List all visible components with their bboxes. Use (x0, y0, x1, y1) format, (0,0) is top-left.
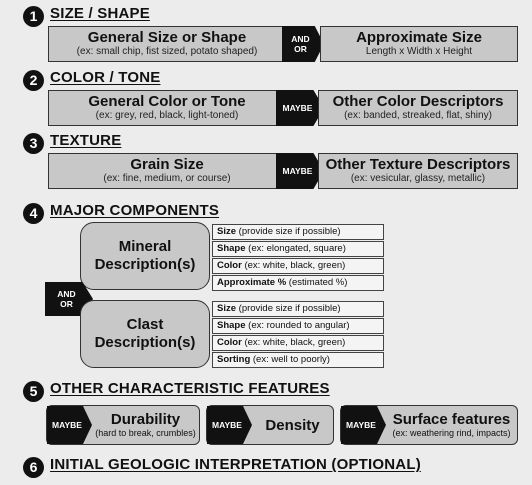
step-number-2: 2 (23, 70, 44, 91)
surface-features-box: MAYBE Surface features (ex: weathering r… (340, 405, 518, 445)
maybe-tag-surface-features: MAYBE (341, 406, 386, 444)
or-label: OR (294, 44, 307, 54)
section-heading-other-features: OTHER CHARACTERISTIC FEATURES (50, 380, 330, 397)
mineral-description-box: Mineral Description(s) (80, 222, 210, 290)
section-heading-major-components: MAJOR COMPONENTS (50, 202, 220, 219)
step-number-3: 3 (23, 133, 44, 154)
section-heading-color-tone: COLOR / TONE (50, 69, 161, 86)
step-number-1: 1 (23, 6, 44, 27)
other-texture-box: Other Texture Descriptors (ex: vesicular… (318, 153, 518, 189)
clast-attr-size: Size (provide size if possible) (212, 301, 384, 317)
mineral-label: Mineral (118, 238, 172, 255)
mineral-attr-color: Color (ex: white, black, green) (212, 258, 384, 274)
maybe-tag-durability: MAYBE (47, 406, 92, 444)
section-heading-texture: TEXTURE (50, 132, 122, 149)
and-label-4: AND (57, 289, 76, 299)
durability-box: MAYBE Durability (hard to break, crumble… (46, 405, 200, 445)
clast-attr-shape: Shape (ex: rounded to angular) (212, 318, 384, 334)
section-heading-size-shape: SIZE / SHAPE (50, 5, 150, 22)
general-color-title: General Color or Tone (88, 93, 246, 110)
approximate-size-box: Approximate Size Length x Width x Height (320, 26, 518, 62)
maybe-tag-density: MAYBE (207, 406, 252, 444)
clast-description-box: Clast Description(s) (80, 300, 210, 368)
clast-description-label: Description(s) (94, 334, 196, 351)
clast-label: Clast (126, 316, 164, 333)
mineral-attr-shape: Shape (ex: elongated, square) (212, 241, 384, 257)
and-or-connector-4: AND OR (45, 282, 93, 316)
other-color-box: Other Color Descriptors (ex: banded, str… (318, 90, 518, 126)
surface-features-examples: (ex: weathering rind, impacts) (392, 428, 511, 438)
or-label-4: OR (60, 299, 73, 309)
general-size-shape-title: General Size or Shape (87, 29, 247, 46)
grain-size-examples: (ex: fine, medium, or course) (103, 173, 231, 184)
durability-title: Durability (110, 411, 181, 428)
other-color-title: Other Color Descriptors (332, 93, 504, 110)
other-color-examples: (ex: banded, streaked, flat, shiny) (344, 110, 492, 121)
maybe-connector-2: MAYBE (276, 90, 324, 126)
and-or-connector-1: AND OR (282, 26, 324, 62)
step-number-5: 5 (23, 381, 44, 402)
step-number-4: 4 (23, 203, 44, 224)
density-box: MAYBE Density (206, 405, 334, 445)
general-size-shape-examples: (ex: small chip, fist sized, potato shap… (76, 46, 258, 57)
other-texture-examples: (ex: vesicular, glassy, metallic) (350, 173, 486, 184)
maybe-connector-3: MAYBE (276, 153, 324, 189)
approximate-size-dimensions: Length x Width x Height (365, 46, 473, 57)
general-color-examples: (ex: grey, red, black, light-toned) (95, 110, 239, 121)
surface-features-title: Surface features (392, 411, 511, 428)
other-texture-title: Other Texture Descriptors (325, 156, 511, 173)
and-label: AND (291, 34, 310, 44)
mineral-description-label: Description(s) (94, 256, 196, 273)
durability-examples: (hard to break, crumbles) (95, 428, 196, 438)
mineral-attr-size: Size (provide size if possible) (212, 224, 384, 240)
general-size-shape-box: General Size or Shape (ex: small chip, f… (48, 26, 286, 62)
density-title: Density (265, 416, 320, 434)
clast-attr-color: Color (ex: white, black, green) (212, 335, 384, 351)
clast-attr-sorting: Sorting (ex: well to poorly) (212, 352, 384, 368)
section-heading-geologic-interpretation: INITIAL GEOLOGIC INTERPRETATION (OPTIONA… (50, 456, 421, 473)
general-color-box: General Color or Tone (ex: grey, red, bl… (48, 90, 286, 126)
grain-size-title: Grain Size (130, 156, 204, 173)
step-number-6: 6 (23, 457, 44, 478)
mineral-attr-approximate-percent: Approximate % (estimated %) (212, 275, 384, 291)
grain-size-box: Grain Size (ex: fine, medium, or course) (48, 153, 286, 189)
approximate-size-title: Approximate Size (356, 29, 482, 46)
